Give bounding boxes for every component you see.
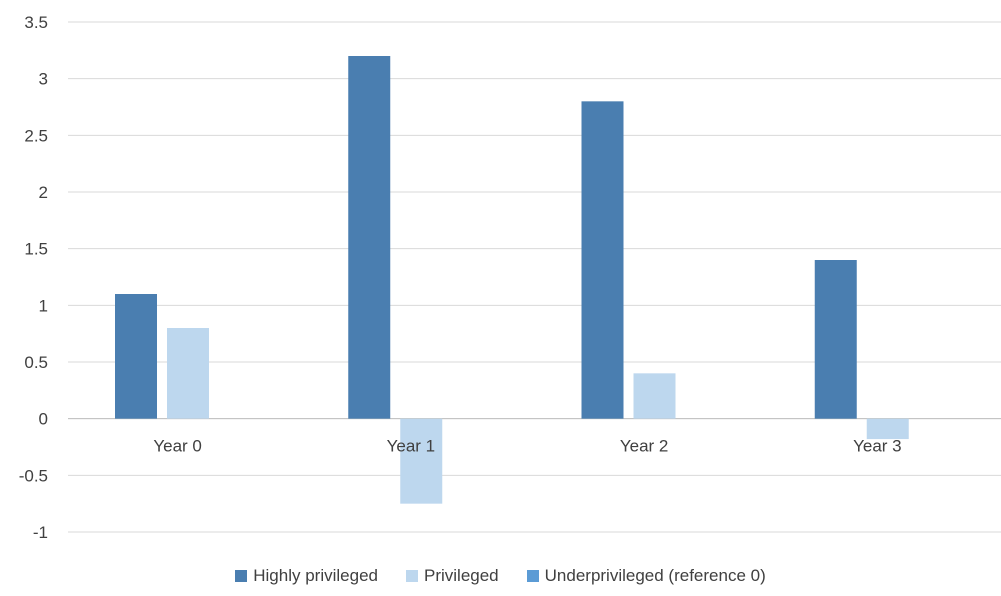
legend-swatch [235, 570, 248, 582]
legend-label: Underprivileged (reference 0) [544, 566, 766, 585]
legend-item: Underprivileged (reference 0) [526, 566, 766, 586]
legend: Highly privileged Privileged Underprivileg… [0, 566, 1001, 586]
y-tick-label: 2 [39, 183, 48, 202]
y-tick-label: 1.5 [24, 240, 48, 259]
bar-chart: 3.5 3 2.5 2 1.5 1 0.5 0 -0.5 -1 Year 0 Year 1 Year 2… [19, 13, 1001, 542]
bar-highly-privileged-year-0 [115, 294, 157, 419]
bar-highly-privileged-year-3 [814, 260, 857, 419]
x-tick-label: Year 0 [153, 437, 202, 456]
bar-privileged-year-2 [633, 373, 676, 419]
legend-item: Privileged [405, 566, 499, 586]
legend-swatch [405, 570, 418, 582]
y-tick-label: 0 [39, 410, 48, 429]
y-tick-label: -0.5 [19, 466, 48, 485]
legend-item: Highly privileged [235, 566, 378, 586]
bar-privileged-year-0 [167, 328, 209, 419]
y-tick-label: -1 [33, 523, 48, 542]
y-tick-label: 3 [39, 70, 48, 89]
bar-privileged-year-3 [866, 418, 909, 440]
x-tick-label: Year 2 [620, 437, 669, 456]
y-tick-label: 1 [39, 296, 48, 315]
y-tick-label: 0.5 [24, 353, 48, 372]
x-tick-label: Year 3 [853, 437, 902, 456]
bar-privileged-year-1 [400, 418, 443, 504]
x-tick-label: Year 1 [387, 437, 436, 456]
y-tick-label: 3.5 [24, 13, 48, 32]
bar-highly-privileged-year-1 [348, 56, 391, 419]
bar-highly-privileged-year-2 [581, 101, 624, 419]
legend-label: Privileged [423, 566, 499, 585]
legend-label: Highly privileged [253, 566, 378, 585]
legend-swatch [526, 570, 539, 582]
y-tick-label: 2.5 [24, 126, 48, 145]
